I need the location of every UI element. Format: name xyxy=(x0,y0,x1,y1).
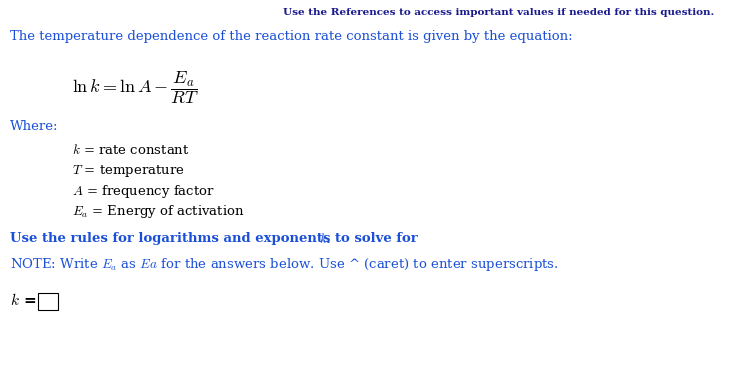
Text: $E_a$ = Energy of activation: $E_a$ = Energy of activation xyxy=(72,203,244,220)
Text: The temperature dependence of the reaction rate constant is given by the equatio: The temperature dependence of the reacti… xyxy=(10,30,573,43)
Text: Use the References to access important values if needed for this question.: Use the References to access important v… xyxy=(283,8,714,17)
Text: Where:: Where: xyxy=(10,120,58,133)
Text: NOTE: Write $E_a$ as $\mathit{Ea}$ for the answers below. Use ^ (caret) to enter: NOTE: Write $E_a$ as $\mathit{Ea}$ for t… xyxy=(10,256,559,273)
Text: $\mathit{k}$ =: $\mathit{k}$ = xyxy=(10,292,36,308)
Text: $\mathbf{\mathit{k}}$.: $\mathbf{\mathit{k}}$. xyxy=(319,232,332,246)
Text: $k$ = rate constant: $k$ = rate constant xyxy=(72,143,190,157)
Bar xyxy=(38,293,58,310)
Text: Use the rules for logarithms and exponents to solve for: Use the rules for logarithms and exponen… xyxy=(10,232,422,245)
Text: $\ln k = \ln A - \dfrac{E_a}{RT}$: $\ln k = \ln A - \dfrac{E_a}{RT}$ xyxy=(72,69,199,106)
Text: $T$ = temperature: $T$ = temperature xyxy=(72,163,185,179)
Text: $A$ = frequency factor: $A$ = frequency factor xyxy=(72,183,215,200)
